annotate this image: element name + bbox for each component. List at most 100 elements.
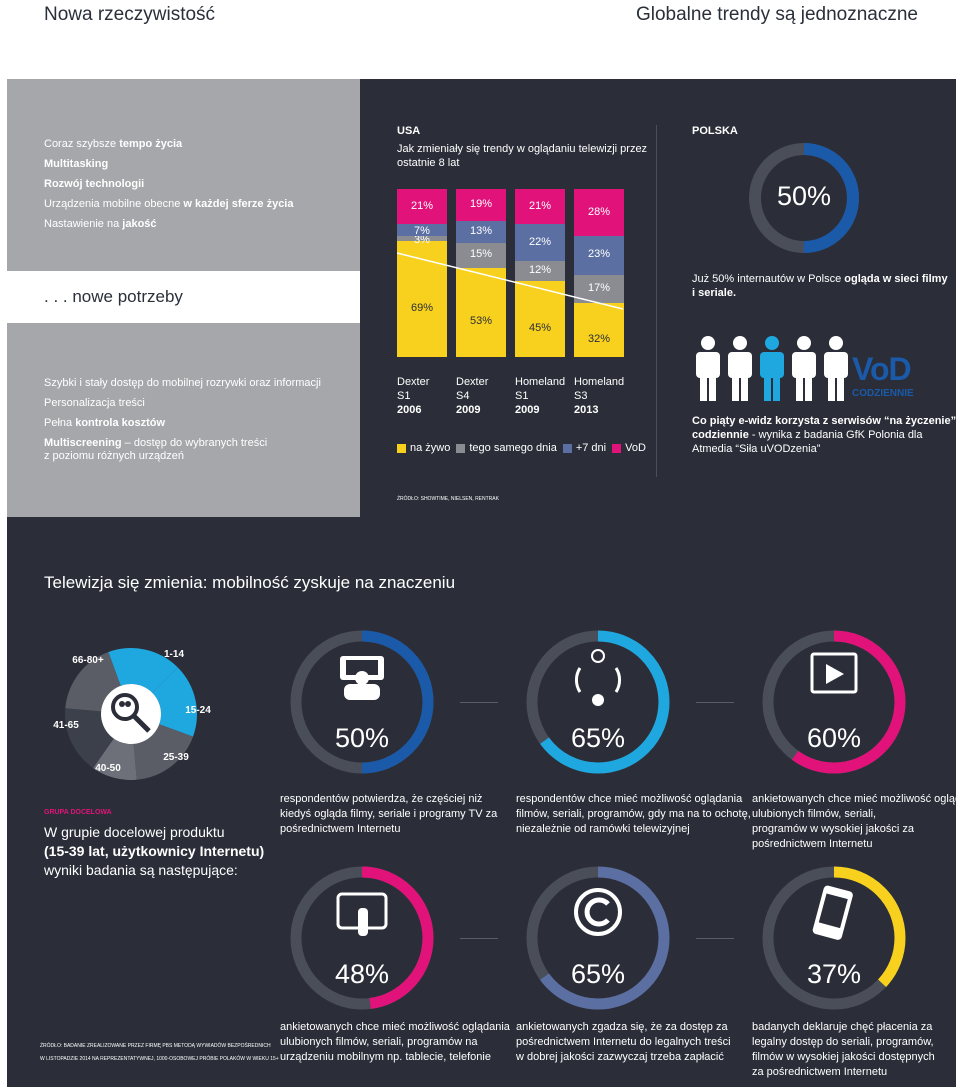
legend-item: VoD bbox=[612, 442, 646, 454]
age-segment bbox=[65, 708, 114, 769]
phone-money-icon bbox=[812, 885, 853, 940]
category-label: Dexter bbox=[456, 376, 489, 388]
target-l1: W grupie docelowej produktu bbox=[44, 824, 225, 840]
stat-donut bbox=[290, 866, 434, 1010]
stat-caption: ankietowanych zgadza się, że za dostęp z… bbox=[516, 1020, 736, 1065]
bar-value-label: 7% bbox=[414, 225, 430, 238]
search-people-icon bbox=[111, 693, 151, 733]
bar-value-label: 69% bbox=[410, 302, 434, 315]
stat-caption: respondentów chce mieć możliwość oglądan… bbox=[516, 792, 751, 837]
stat-caption-line: filmów w wysokiej jakości dostępnych bbox=[752, 1051, 935, 1063]
bar-segment bbox=[456, 189, 506, 221]
stat-donut bbox=[526, 630, 670, 774]
trend-item-text: Coraz szybsze bbox=[44, 138, 120, 150]
bar-value-label: 3% bbox=[414, 234, 430, 247]
legend-item: +7 dni bbox=[562, 442, 606, 454]
category-label: S4 bbox=[456, 390, 470, 402]
bar-value-label: 28% bbox=[587, 205, 611, 218]
stat-caption-line: pośrednictwem Internetu do legalnych tre… bbox=[516, 1036, 731, 1048]
bar-value-label: 21% bbox=[410, 199, 434, 212]
need-item-3: Multiscreening – dostęp do wybranych tre… bbox=[44, 436, 267, 450]
vod-text-2: codziennie - wynika z badania GfK Poloni… bbox=[692, 428, 923, 442]
video-player-icon bbox=[810, 652, 858, 694]
age-center bbox=[101, 684, 161, 744]
need-item-1: Personalizacja treści bbox=[44, 396, 145, 410]
category-label: S1 bbox=[515, 390, 529, 402]
trend-item-4: Nastawienie na jakość bbox=[44, 217, 157, 231]
legend-label: na żywo bbox=[410, 442, 451, 454]
stat-pct: 60% bbox=[806, 723, 862, 753]
bar-segment bbox=[397, 236, 447, 242]
stat-caption-line: ankietowanych zgadza się, że za dostęp z… bbox=[516, 1021, 728, 1033]
trend-item-2: Rozwój technologii bbox=[44, 177, 144, 191]
usa-subtitle-1: Jak zmieniały się trendy w oglądaniu tel… bbox=[397, 143, 648, 155]
trend-item-bold: Rozwój technologii bbox=[44, 178, 145, 190]
vod-text-1: Co piąty e-widz korzysta z serwisów “na … bbox=[692, 415, 957, 427]
polska-text-2: i seriale. bbox=[692, 287, 737, 299]
chart-legend: na żywo tego samego dnia +7 dni VoD bbox=[397, 442, 652, 454]
bar-value-label: 32% bbox=[587, 333, 611, 346]
stat-caption-line: ankietowanych chce mieć możliwość ogląda… bbox=[280, 1021, 510, 1033]
stat-caption-line: niezależnie od ramówki telewizyjnej bbox=[516, 823, 690, 835]
bar-segment bbox=[515, 224, 565, 262]
age-label: 41-65 bbox=[53, 720, 79, 731]
legend-swatch bbox=[397, 443, 406, 453]
stat-caption-line: respondentów potwierdza, że częściej niż bbox=[280, 793, 483, 805]
trend-item-3: Urządzenia mobilne obecne w każdej sferz… bbox=[44, 197, 293, 211]
needs-title: . . . nowe potrzeby bbox=[44, 287, 183, 306]
need-item-text: – dostęp do wybranych treści bbox=[121, 437, 268, 449]
bar-segment bbox=[574, 236, 624, 275]
bar-segment bbox=[515, 281, 565, 357]
person-icon bbox=[824, 336, 848, 401]
stat-caption-line: programów w wysokiej jakości za bbox=[752, 823, 914, 835]
stat-caption-line: za pośrednictwem Internetu bbox=[752, 1066, 888, 1078]
category-label: 2009 bbox=[515, 404, 540, 416]
bar-value-label: 22% bbox=[528, 235, 552, 248]
need-item-0: Szybki i stały dostęp do mobilnej rozryw… bbox=[44, 376, 321, 390]
trend-item-text: Nastawienie na bbox=[44, 218, 123, 230]
need-item-text: z poziomu różnych urządzeń bbox=[44, 450, 185, 462]
stat-donut bbox=[762, 866, 906, 1010]
stat-pct: 50% bbox=[334, 723, 390, 753]
trend-item-bold: Multitasking bbox=[44, 158, 109, 170]
stat-caption-line: urządzeniu mobilnym np. tablecie, telefo… bbox=[280, 1051, 491, 1063]
trend-item-bold: tempo życia bbox=[119, 138, 183, 150]
connector-line bbox=[696, 938, 734, 939]
usa-source: ŹRÓDŁO: SHOWTIME, NIELSEN, RENTRAK bbox=[397, 496, 499, 502]
header-title-left: Nowa rzeczywistość bbox=[44, 4, 216, 25]
stat-caption: ankietowanych chce mieć możliwość ogląda… bbox=[280, 1020, 510, 1065]
connector-line bbox=[460, 702, 498, 703]
usa-bar-chart: 69% 3% 7% 21% 53% 15% 13% 19% 45% 12% 22% 21% 32% 17%… bbox=[397, 189, 624, 357]
category-label: Homeland bbox=[515, 376, 566, 388]
bar-value-label: 21% bbox=[528, 199, 552, 212]
stat-caption-line: ulubionych filmów, seriali, bbox=[752, 808, 877, 820]
trend-line bbox=[397, 252, 623, 310]
legend-label: VoD bbox=[625, 442, 646, 454]
polska-text-1b: ogląda w sieci filmy bbox=[844, 273, 948, 285]
need-item-4: z poziomu różnych urządzeń bbox=[44, 449, 184, 463]
polska-donut bbox=[749, 143, 859, 253]
stat-3: 48% bbox=[288, 864, 436, 1017]
bar-segment bbox=[456, 220, 506, 243]
age-segment bbox=[133, 724, 194, 780]
legend-item: tego samego dnia bbox=[456, 442, 557, 454]
people-icon bbox=[696, 336, 848, 401]
legend-label: tego samego dnia bbox=[469, 442, 557, 454]
age-segment bbox=[65, 651, 121, 712]
bar-value-label: 23% bbox=[587, 248, 611, 261]
person-icon bbox=[760, 336, 784, 401]
stat-pct: 37% bbox=[806, 959, 862, 989]
trend-item-0: Coraz szybsze tempo życia bbox=[44, 137, 182, 151]
connector-line bbox=[460, 938, 498, 939]
stat-0: 50% bbox=[288, 628, 436, 781]
age-label: 40-50 bbox=[95, 763, 121, 774]
bar-value-label: 12% bbox=[528, 264, 552, 277]
bar-segment bbox=[574, 189, 624, 237]
person-icon bbox=[696, 336, 720, 401]
stat-donut bbox=[526, 866, 670, 1010]
bar-segment bbox=[397, 189, 447, 225]
person-icon bbox=[728, 336, 752, 401]
stat-pct: 65% bbox=[570, 723, 626, 753]
trend-item-1: Multitasking bbox=[44, 157, 108, 171]
stat-caption-line: filmów, seriali, programów, gdy ma na to… bbox=[516, 808, 751, 820]
